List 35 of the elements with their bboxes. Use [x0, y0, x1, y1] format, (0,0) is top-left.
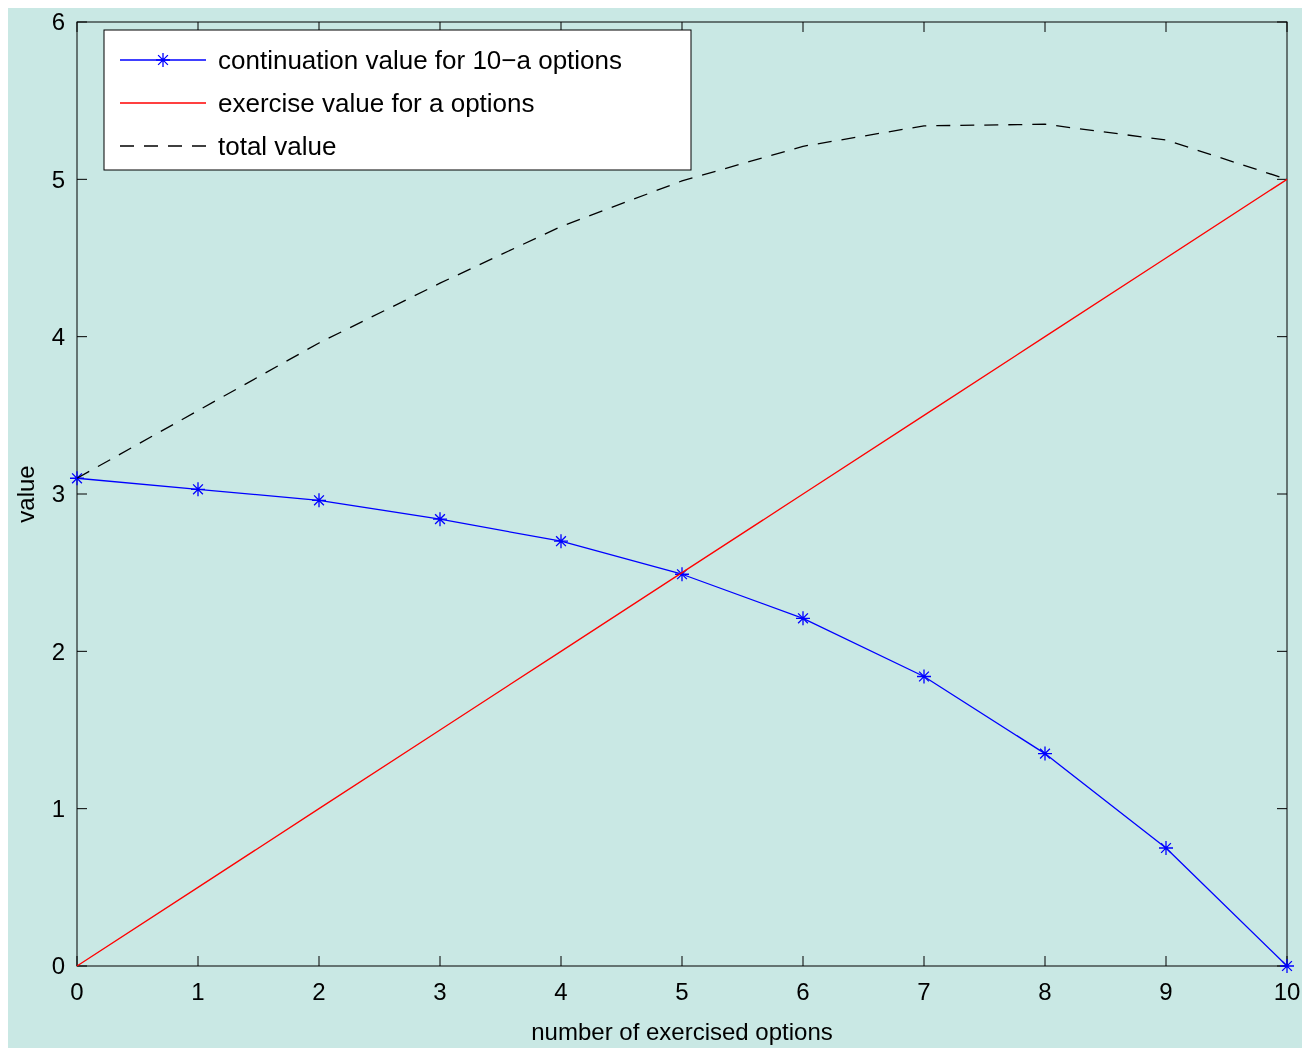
point: [795, 610, 811, 626]
y-tick-label: 4: [51, 323, 65, 351]
y-tick-label: 0: [51, 952, 65, 980]
x-tick-label: 5: [675, 978, 689, 1005]
x-tick-label: 2: [312, 978, 326, 1005]
point: [190, 481, 206, 497]
y-tick-label: 1: [51, 795, 65, 823]
point: [553, 533, 569, 549]
y-tick-label: 3: [51, 480, 65, 508]
x-tick-label: 4: [554, 978, 568, 1005]
x-tick-label: 8: [1038, 978, 1052, 1005]
x-tick-label: 1: [191, 978, 205, 1005]
x-tick-label: 0: [70, 978, 84, 1005]
point: [674, 566, 690, 582]
legend-label: continuation value for 10−a options: [218, 45, 623, 76]
legend-label: total value: [218, 131, 337, 162]
point: [1279, 958, 1295, 974]
point: [1037, 745, 1053, 762]
point: [311, 492, 327, 508]
x-tick-label: 10: [1273, 978, 1301, 1005]
x-tick-label: 6: [796, 978, 810, 1005]
x-tick-label: 3: [433, 978, 447, 1005]
y-axis-title: value: [12, 465, 39, 523]
point: [916, 668, 932, 685]
legend-label: exercise value for a options: [218, 88, 535, 119]
y-tick-label: 6: [51, 8, 65, 36]
x-tick-label: 9: [1159, 978, 1173, 1005]
y-tick-label: 5: [51, 165, 65, 193]
point: [432, 511, 448, 527]
y-tick-label: 2: [51, 637, 65, 665]
line-series: [76, 178, 1288, 967]
point: [69, 470, 85, 486]
point: [1158, 840, 1174, 856]
x-tick-label: 7: [917, 978, 931, 1005]
x-axis-title: number of exercised options: [531, 1018, 833, 1045]
